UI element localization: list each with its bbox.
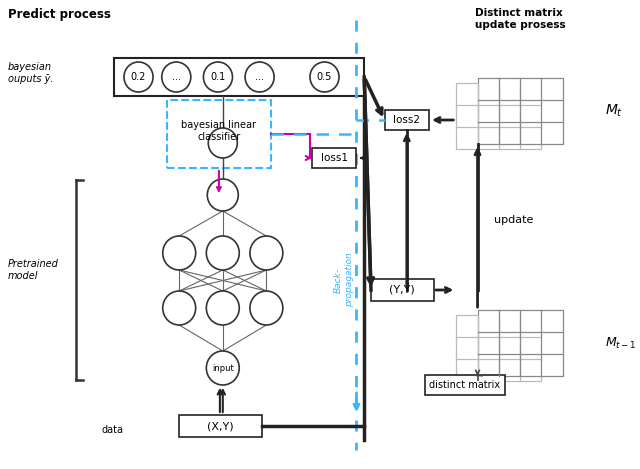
Bar xyxy=(425,375,505,395)
Circle shape xyxy=(206,291,239,325)
Bar xyxy=(312,148,356,168)
Text: Pretrained
model: Pretrained model xyxy=(8,259,59,281)
Text: 0.1: 0.1 xyxy=(211,72,225,82)
Circle shape xyxy=(204,62,232,92)
Circle shape xyxy=(163,236,196,270)
Bar xyxy=(115,58,364,96)
Text: ...: ... xyxy=(172,72,180,82)
Circle shape xyxy=(162,62,191,92)
Text: $M_t$: $M_t$ xyxy=(605,103,623,119)
Text: input: input xyxy=(212,363,234,372)
Text: bayesian
ouputs ỹ.: bayesian ouputs ỹ. xyxy=(8,62,53,83)
Circle shape xyxy=(206,351,239,385)
Bar xyxy=(166,100,271,168)
Text: 0.2: 0.2 xyxy=(131,72,146,82)
Text: data: data xyxy=(102,425,124,435)
Text: Predict process: Predict process xyxy=(8,8,111,21)
Text: distinct matrix: distinct matrix xyxy=(429,380,500,390)
Text: update: update xyxy=(493,215,533,225)
Text: Distinct matrix
update prosess: Distinct matrix update prosess xyxy=(475,8,565,30)
Circle shape xyxy=(124,62,153,92)
Bar xyxy=(371,279,434,301)
Text: ...: ... xyxy=(255,72,264,82)
Bar xyxy=(179,415,262,437)
Bar xyxy=(477,78,563,144)
Bar xyxy=(456,315,541,381)
Text: loss2: loss2 xyxy=(394,115,420,125)
Bar xyxy=(385,110,429,130)
Text: bayesian linear
classifier: bayesian linear classifier xyxy=(181,120,257,142)
Circle shape xyxy=(208,128,237,158)
Circle shape xyxy=(163,291,196,325)
Bar xyxy=(456,83,541,149)
Text: (X,Y): (X,Y) xyxy=(207,421,233,431)
Circle shape xyxy=(250,236,283,270)
Circle shape xyxy=(310,62,339,92)
Text: Back-
propagation: Back- propagation xyxy=(334,253,353,307)
Text: $M_{t-1}$: $M_{t-1}$ xyxy=(605,335,637,350)
Circle shape xyxy=(250,291,283,325)
Text: (Y,Ỹ): (Y,Ỹ) xyxy=(389,284,415,295)
Circle shape xyxy=(206,236,239,270)
Bar xyxy=(477,310,563,376)
Circle shape xyxy=(245,62,274,92)
Text: 0.5: 0.5 xyxy=(317,72,332,82)
Text: loss1: loss1 xyxy=(321,153,348,163)
Circle shape xyxy=(207,179,238,211)
